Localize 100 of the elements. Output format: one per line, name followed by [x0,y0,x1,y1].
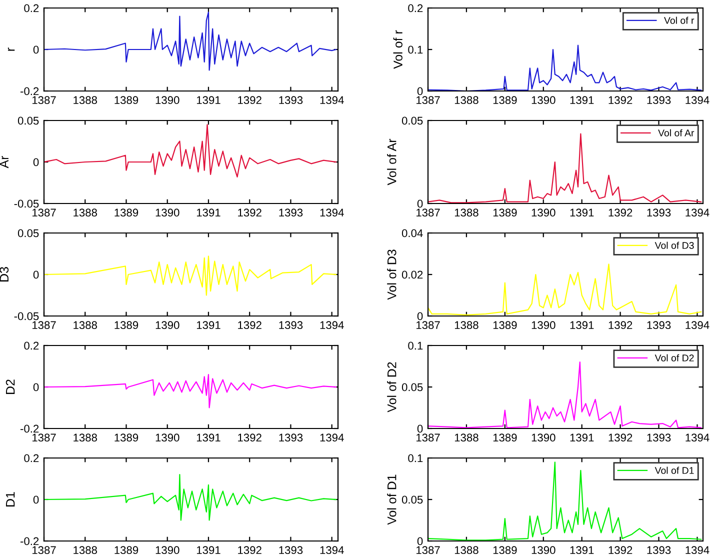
x-tick-label: 1389 [493,546,517,554]
y-axis-title: Vol of D1 [387,474,396,525]
y-tick-label: 0.1 [408,342,423,350]
y-tick-label: 0.2 [24,4,39,12]
x-tick-label: 1391 [196,96,220,104]
y-tick-label: 0.2 [24,454,39,462]
y-axis-title: D2 [6,380,15,394]
x-tick-label: 1393 [279,546,303,554]
x-tick-label: 1392 [238,546,262,554]
line-series [44,256,336,296]
x-tick-label: 1391 [196,321,220,330]
y-tick-label: 0 [33,270,39,279]
x-tick-label: 1392 [238,208,262,217]
y-tick-label: 0.05 [402,116,423,125]
x-tick-label: 1392 [608,434,632,442]
y-tick-label: 0 [33,46,39,54]
x-tick-label: 1391 [196,434,220,442]
y-tick-label: -0.05 [14,312,39,320]
x-tick-label: 1388 [454,546,478,554]
x-tick-label: 1392 [608,208,632,217]
x-tick-label: 1388 [74,208,97,217]
x-tick-label: 1390 [532,546,556,554]
x-tick-label: 1391 [570,434,594,442]
y-tick-label: 0.05 [18,116,39,125]
line-series [44,124,336,178]
x-tick-label: 1393 [647,96,671,104]
y-axis-title: Vol of r [393,30,402,69]
x-tick-label: 1390 [532,96,556,104]
x-tick-label: 1388 [74,96,97,104]
x-tick-label: 1391 [570,546,594,554]
legend-label: Vol of D3 [654,242,694,249]
x-tick-label: 1390 [156,208,180,217]
y-tick-label: 0 [417,87,423,96]
x-tick-label: 1387 [416,546,440,554]
y-tick-label: 0.02 [402,270,423,279]
y-axis-title: Vol of D3 [387,250,396,300]
y-tick-label: -0.05 [14,200,39,208]
x-tick-label: 1393 [279,434,303,442]
y-tick-label: 0 [33,158,39,166]
x-tick-label: 1389 [114,96,138,104]
y-tick-label: -0.2 [20,537,39,546]
x-tick-label: 1387 [32,434,56,442]
y-tick-label: 0.1 [408,46,423,54]
x-tick-label: 1391 [570,208,594,217]
y-axis-title: r [8,48,15,51]
y-axis-title: D1 [6,492,15,506]
x-tick-label: 1391 [570,321,594,330]
x-tick-label: 1387 [32,546,56,554]
y-tick-label: 0.05 [402,496,423,504]
x-tick-label: 1387 [416,96,440,104]
x-tick-label: 1394 [320,208,344,217]
legend-label: Vol of r [664,16,694,24]
x-tick-label: 1393 [279,321,303,330]
y-tick-label: 0.1 [408,454,423,462]
x-tick-label: 1394 [686,434,710,442]
x-tick-label: 1387 [416,208,440,217]
x-tick-label: 1390 [156,546,180,554]
x-tick-label: 1392 [608,546,632,554]
x-tick-label: 1394 [686,208,710,217]
x-tick-label: 1394 [320,321,344,330]
x-tick-label: 1388 [74,321,97,330]
y-tick-label: 0 [33,496,39,504]
y-axis-title: Ar [0,156,8,168]
y-tick-label: 0 [417,312,423,320]
x-tick-label: 1390 [156,96,180,104]
x-tick-label: 1394 [686,96,710,104]
x-tick-label: 1388 [74,434,97,442]
x-tick-label: 1391 [196,546,220,554]
legend-label: Vol of Ar [658,129,694,136]
x-tick-label: 1393 [647,321,671,330]
y-tick-label: 0 [417,424,423,433]
x-tick-label: 1393 [279,96,303,104]
x-tick-label: 1388 [454,321,478,330]
y-tick-label: -0.2 [20,87,39,96]
x-tick-label: 1392 [238,321,262,330]
x-tick-label: 1389 [114,321,138,330]
x-tick-label: 1387 [32,321,56,330]
x-tick-label: 1390 [532,434,556,442]
x-tick-label: 1387 [32,208,56,217]
y-tick-label: 0.05 [402,383,423,392]
x-tick-label: 1390 [156,434,180,442]
x-tick-label: 1388 [454,434,478,442]
y-tick-label: -0.2 [20,424,39,433]
x-tick-label: 1387 [32,96,56,104]
y-tick-label: 0.05 [18,229,39,238]
x-tick-label: 1393 [647,434,671,442]
x-tick-label: 1390 [532,321,556,330]
legend-label: Vol of D2 [654,354,694,362]
x-tick-label: 1388 [454,208,478,217]
x-tick-label: 1392 [238,96,262,104]
x-tick-label: 1394 [686,546,710,554]
y-tick-label: 0.2 [408,4,423,12]
x-tick-label: 1390 [156,321,180,330]
x-tick-label: 1388 [74,546,97,554]
x-tick-label: 1393 [279,208,303,217]
y-tick-label: 0 [417,200,423,208]
line-series [44,474,336,521]
x-tick-label: 1389 [114,434,138,442]
x-tick-label: 1394 [320,546,344,554]
x-tick-label: 1391 [196,208,220,217]
